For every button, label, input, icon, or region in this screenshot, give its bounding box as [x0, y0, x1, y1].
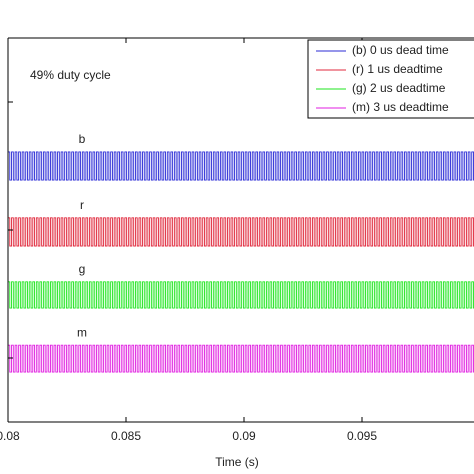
legend-label: (m) 3 us deadtime: [352, 100, 449, 114]
x-axis-label: Time (s): [215, 455, 259, 469]
signal: [7, 344, 474, 373]
legend-box: [307, 39, 474, 119]
legend-label: (b) 0 us dead time: [352, 43, 449, 57]
annotation: 49% duty cycle: [30, 68, 111, 82]
signal-label: r: [80, 198, 84, 212]
signal-label: m: [77, 325, 87, 339]
x-tick-label: 0.08: [0, 429, 20, 443]
x-tick-label: 0.095: [347, 429, 377, 443]
signal: [7, 217, 474, 247]
signal-label: b: [79, 132, 86, 146]
x-tick-label: 0.09: [232, 429, 256, 443]
legend-label: (g) 2 us deadtime: [352, 81, 446, 95]
x-tick-label: 0.085: [111, 429, 141, 443]
signal: [7, 151, 474, 181]
legend-label: (r) 1 us deadtime: [352, 62, 443, 76]
signal-label: g: [79, 262, 86, 276]
signal: [7, 281, 474, 309]
